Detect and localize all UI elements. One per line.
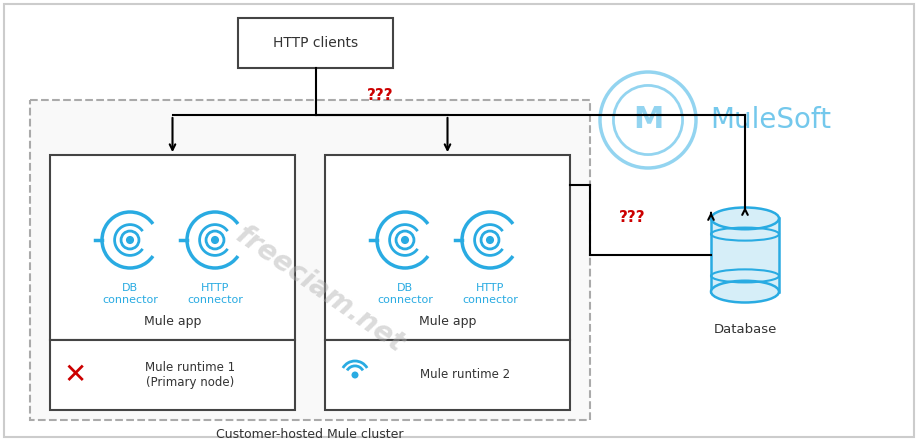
FancyBboxPatch shape — [238, 18, 393, 68]
FancyBboxPatch shape — [325, 155, 570, 340]
Text: Mule app: Mule app — [144, 315, 201, 329]
Circle shape — [127, 237, 133, 243]
Text: HTTP
connector: HTTP connector — [462, 283, 518, 305]
Text: HTTP
connector: HTTP connector — [187, 283, 243, 305]
Text: Customer-hosted Mule cluster: Customer-hosted Mule cluster — [217, 427, 404, 441]
Ellipse shape — [711, 208, 779, 229]
FancyBboxPatch shape — [30, 100, 590, 420]
Text: MuleSoft: MuleSoft — [710, 106, 831, 134]
Text: freeciam.net: freeciam.net — [230, 221, 409, 359]
Ellipse shape — [711, 281, 779, 303]
Text: Mule runtime 2: Mule runtime 2 — [420, 369, 510, 381]
FancyBboxPatch shape — [50, 155, 295, 340]
FancyBboxPatch shape — [4, 4, 914, 437]
Text: Mule app: Mule app — [419, 315, 476, 329]
Text: HTTP clients: HTTP clients — [273, 36, 358, 50]
Text: DB
connector: DB connector — [377, 283, 433, 305]
Text: ???: ??? — [619, 210, 645, 225]
Text: Database: Database — [713, 323, 777, 336]
Text: ???: ??? — [366, 87, 393, 102]
Circle shape — [353, 372, 358, 378]
Text: Mule runtime 1
(Primary node): Mule runtime 1 (Primary node) — [145, 361, 235, 389]
FancyBboxPatch shape — [50, 340, 295, 410]
Circle shape — [212, 237, 218, 243]
Text: DB
connector: DB connector — [102, 283, 158, 305]
Circle shape — [402, 237, 409, 243]
Text: ✕: ✕ — [63, 361, 86, 389]
Polygon shape — [711, 218, 779, 292]
FancyBboxPatch shape — [325, 340, 570, 410]
Text: M: M — [633, 105, 663, 135]
Circle shape — [487, 237, 493, 243]
